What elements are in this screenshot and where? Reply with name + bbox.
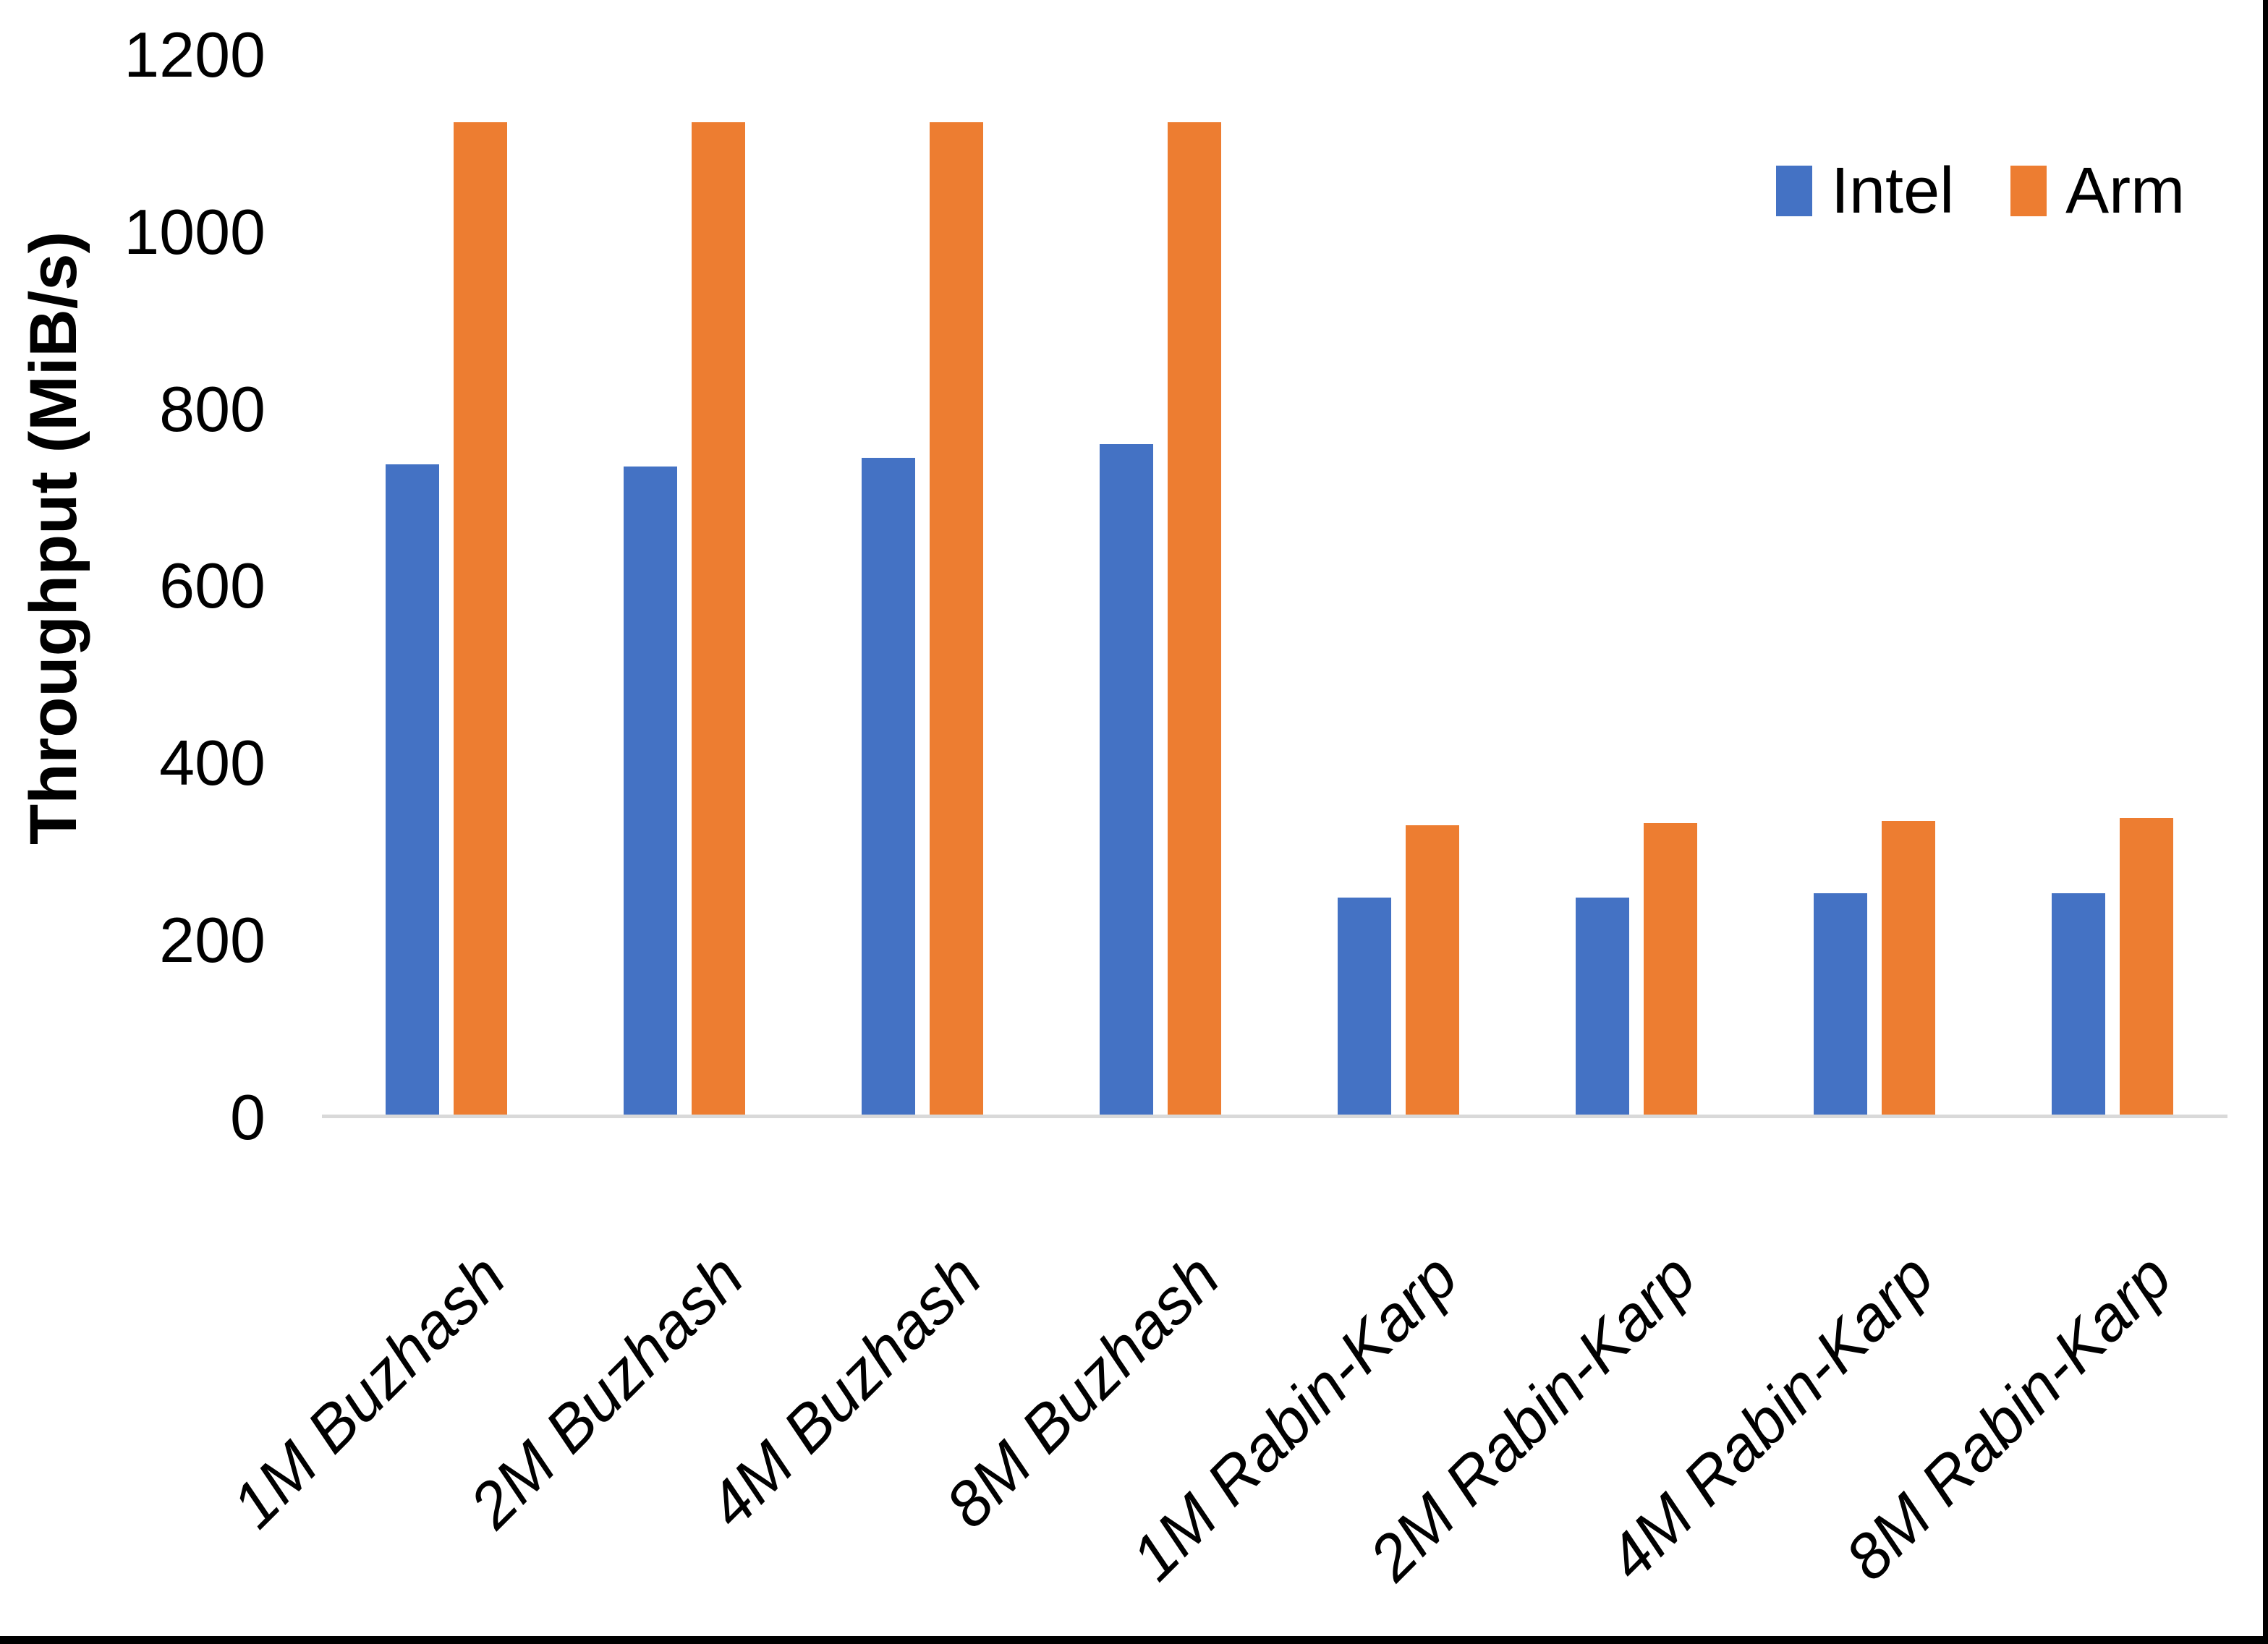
y-tick-label-400: 400	[159, 727, 266, 799]
y-tick-label-0: 0	[230, 1081, 266, 1153]
bar-intel-2m-rabin-karp	[1576, 898, 1629, 1115]
bar-intel-2m-buzhash	[624, 467, 677, 1115]
bar-arm-1m-buzhash	[454, 122, 507, 1115]
bar-intel-4m-rabin-karp	[1814, 893, 1867, 1115]
legend-swatch-arm	[2010, 166, 2047, 216]
window-border-bottom	[0, 1636, 2268, 1644]
bar-arm-2m-rabin-karp	[1644, 823, 1697, 1115]
x-axis-line	[322, 1115, 2227, 1118]
y-tick-label-200: 200	[159, 904, 266, 976]
legend-label-intel: Intel	[1831, 155, 1955, 227]
legend-item-intel: Intel	[1776, 155, 1954, 227]
window-border-right	[2263, 0, 2268, 1644]
bar-arm-2m-buzhash	[692, 122, 745, 1115]
legend-label-arm: Arm	[2065, 155, 2186, 227]
legend-item-arm: Arm	[2010, 155, 2185, 227]
bar-arm-4m-buzhash	[930, 122, 983, 1115]
y-tick-label-1000: 1000	[124, 195, 266, 268]
bar-arm-8m-rabin-karp	[2120, 818, 2173, 1115]
y-tick-label-800: 800	[159, 372, 266, 445]
bar-intel-8m-rabin-karp	[2052, 893, 2105, 1115]
bar-arm-1m-rabin-karp	[1406, 825, 1459, 1115]
bar-intel-1m-buzhash	[386, 464, 439, 1115]
bar-intel-8m-buzhash	[1100, 444, 1153, 1115]
bar-arm-4m-rabin-karp	[1882, 821, 1935, 1115]
legend: Intel Arm	[1776, 155, 2185, 227]
legend-swatch-intel	[1776, 166, 1812, 216]
y-tick-label-600: 600	[159, 550, 266, 622]
bar-intel-1m-rabin-karp	[1338, 898, 1391, 1115]
bar-intel-4m-buzhash	[862, 458, 915, 1115]
bar-arm-8m-buzhash	[1168, 122, 1221, 1115]
y-tick-label-1200: 1200	[124, 18, 266, 90]
